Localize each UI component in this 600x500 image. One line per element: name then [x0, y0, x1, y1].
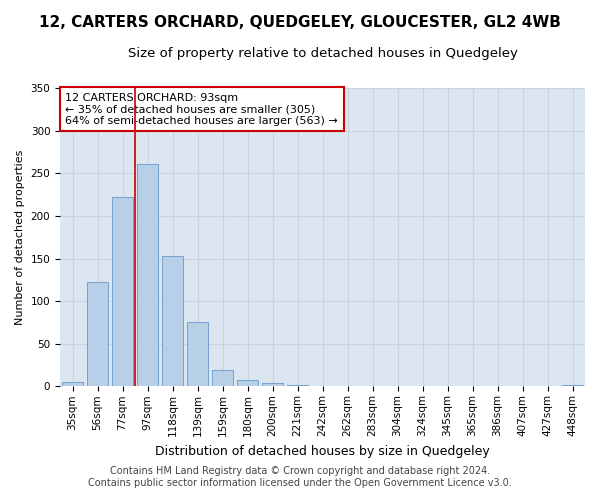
Text: Contains HM Land Registry data © Crown copyright and database right 2024.
Contai: Contains HM Land Registry data © Crown c… — [88, 466, 512, 487]
Bar — [187, 322, 208, 386]
X-axis label: Distribution of detached houses by size in Quedgeley: Distribution of detached houses by size … — [155, 444, 490, 458]
Text: 12, CARTERS ORCHARD, QUEDGELEY, GLOUCESTER, GL2 4WB: 12, CARTERS ORCHARD, QUEDGELEY, GLOUCEST… — [39, 15, 561, 30]
Bar — [112, 197, 133, 386]
Y-axis label: Number of detached properties: Number of detached properties — [15, 150, 25, 325]
Bar — [162, 256, 183, 386]
Bar — [562, 384, 583, 386]
Bar — [62, 382, 83, 386]
Bar — [262, 383, 283, 386]
Text: 12 CARTERS ORCHARD: 93sqm
← 35% of detached houses are smaller (305)
64% of semi: 12 CARTERS ORCHARD: 93sqm ← 35% of detac… — [65, 92, 338, 126]
Bar — [237, 380, 258, 386]
Title: Size of property relative to detached houses in Quedgeley: Size of property relative to detached ho… — [128, 48, 517, 60]
Bar — [287, 384, 308, 386]
Bar — [137, 164, 158, 386]
Bar — [212, 370, 233, 386]
Bar — [87, 282, 108, 387]
